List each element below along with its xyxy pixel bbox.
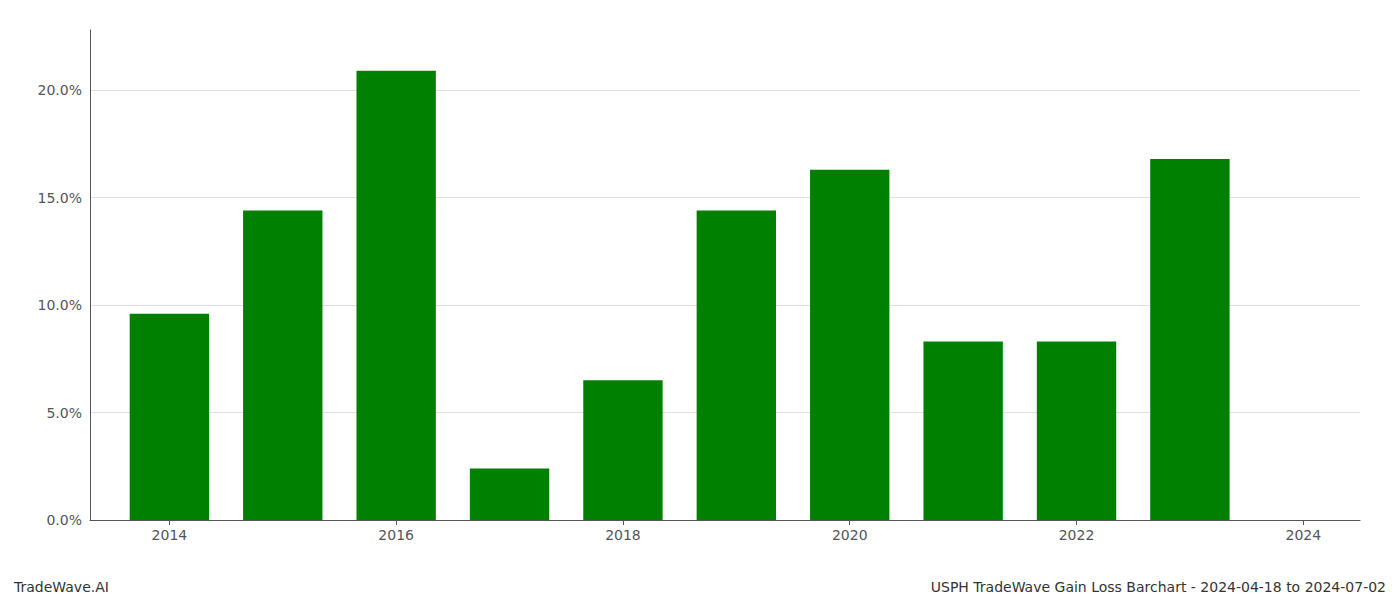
svg-text:0.0%: 0.0%: [46, 512, 82, 528]
svg-text:2024: 2024: [1285, 527, 1321, 543]
svg-text:10.0%: 10.0%: [38, 297, 82, 313]
svg-text:2014: 2014: [152, 527, 188, 543]
svg-text:2022: 2022: [1059, 527, 1095, 543]
svg-text:15.0%: 15.0%: [38, 190, 82, 206]
svg-text:20.0%: 20.0%: [38, 82, 82, 98]
svg-text:TradeWave.AI: TradeWave.AI: [13, 579, 109, 595]
svg-text:5.0%: 5.0%: [46, 405, 82, 421]
svg-text:USPH TradeWave Gain Loss Barch: USPH TradeWave Gain Loss Barchart - 2024…: [931, 579, 1386, 595]
svg-text:2018: 2018: [605, 527, 641, 543]
svg-text:2020: 2020: [832, 527, 868, 543]
svg-text:2016: 2016: [378, 527, 414, 543]
